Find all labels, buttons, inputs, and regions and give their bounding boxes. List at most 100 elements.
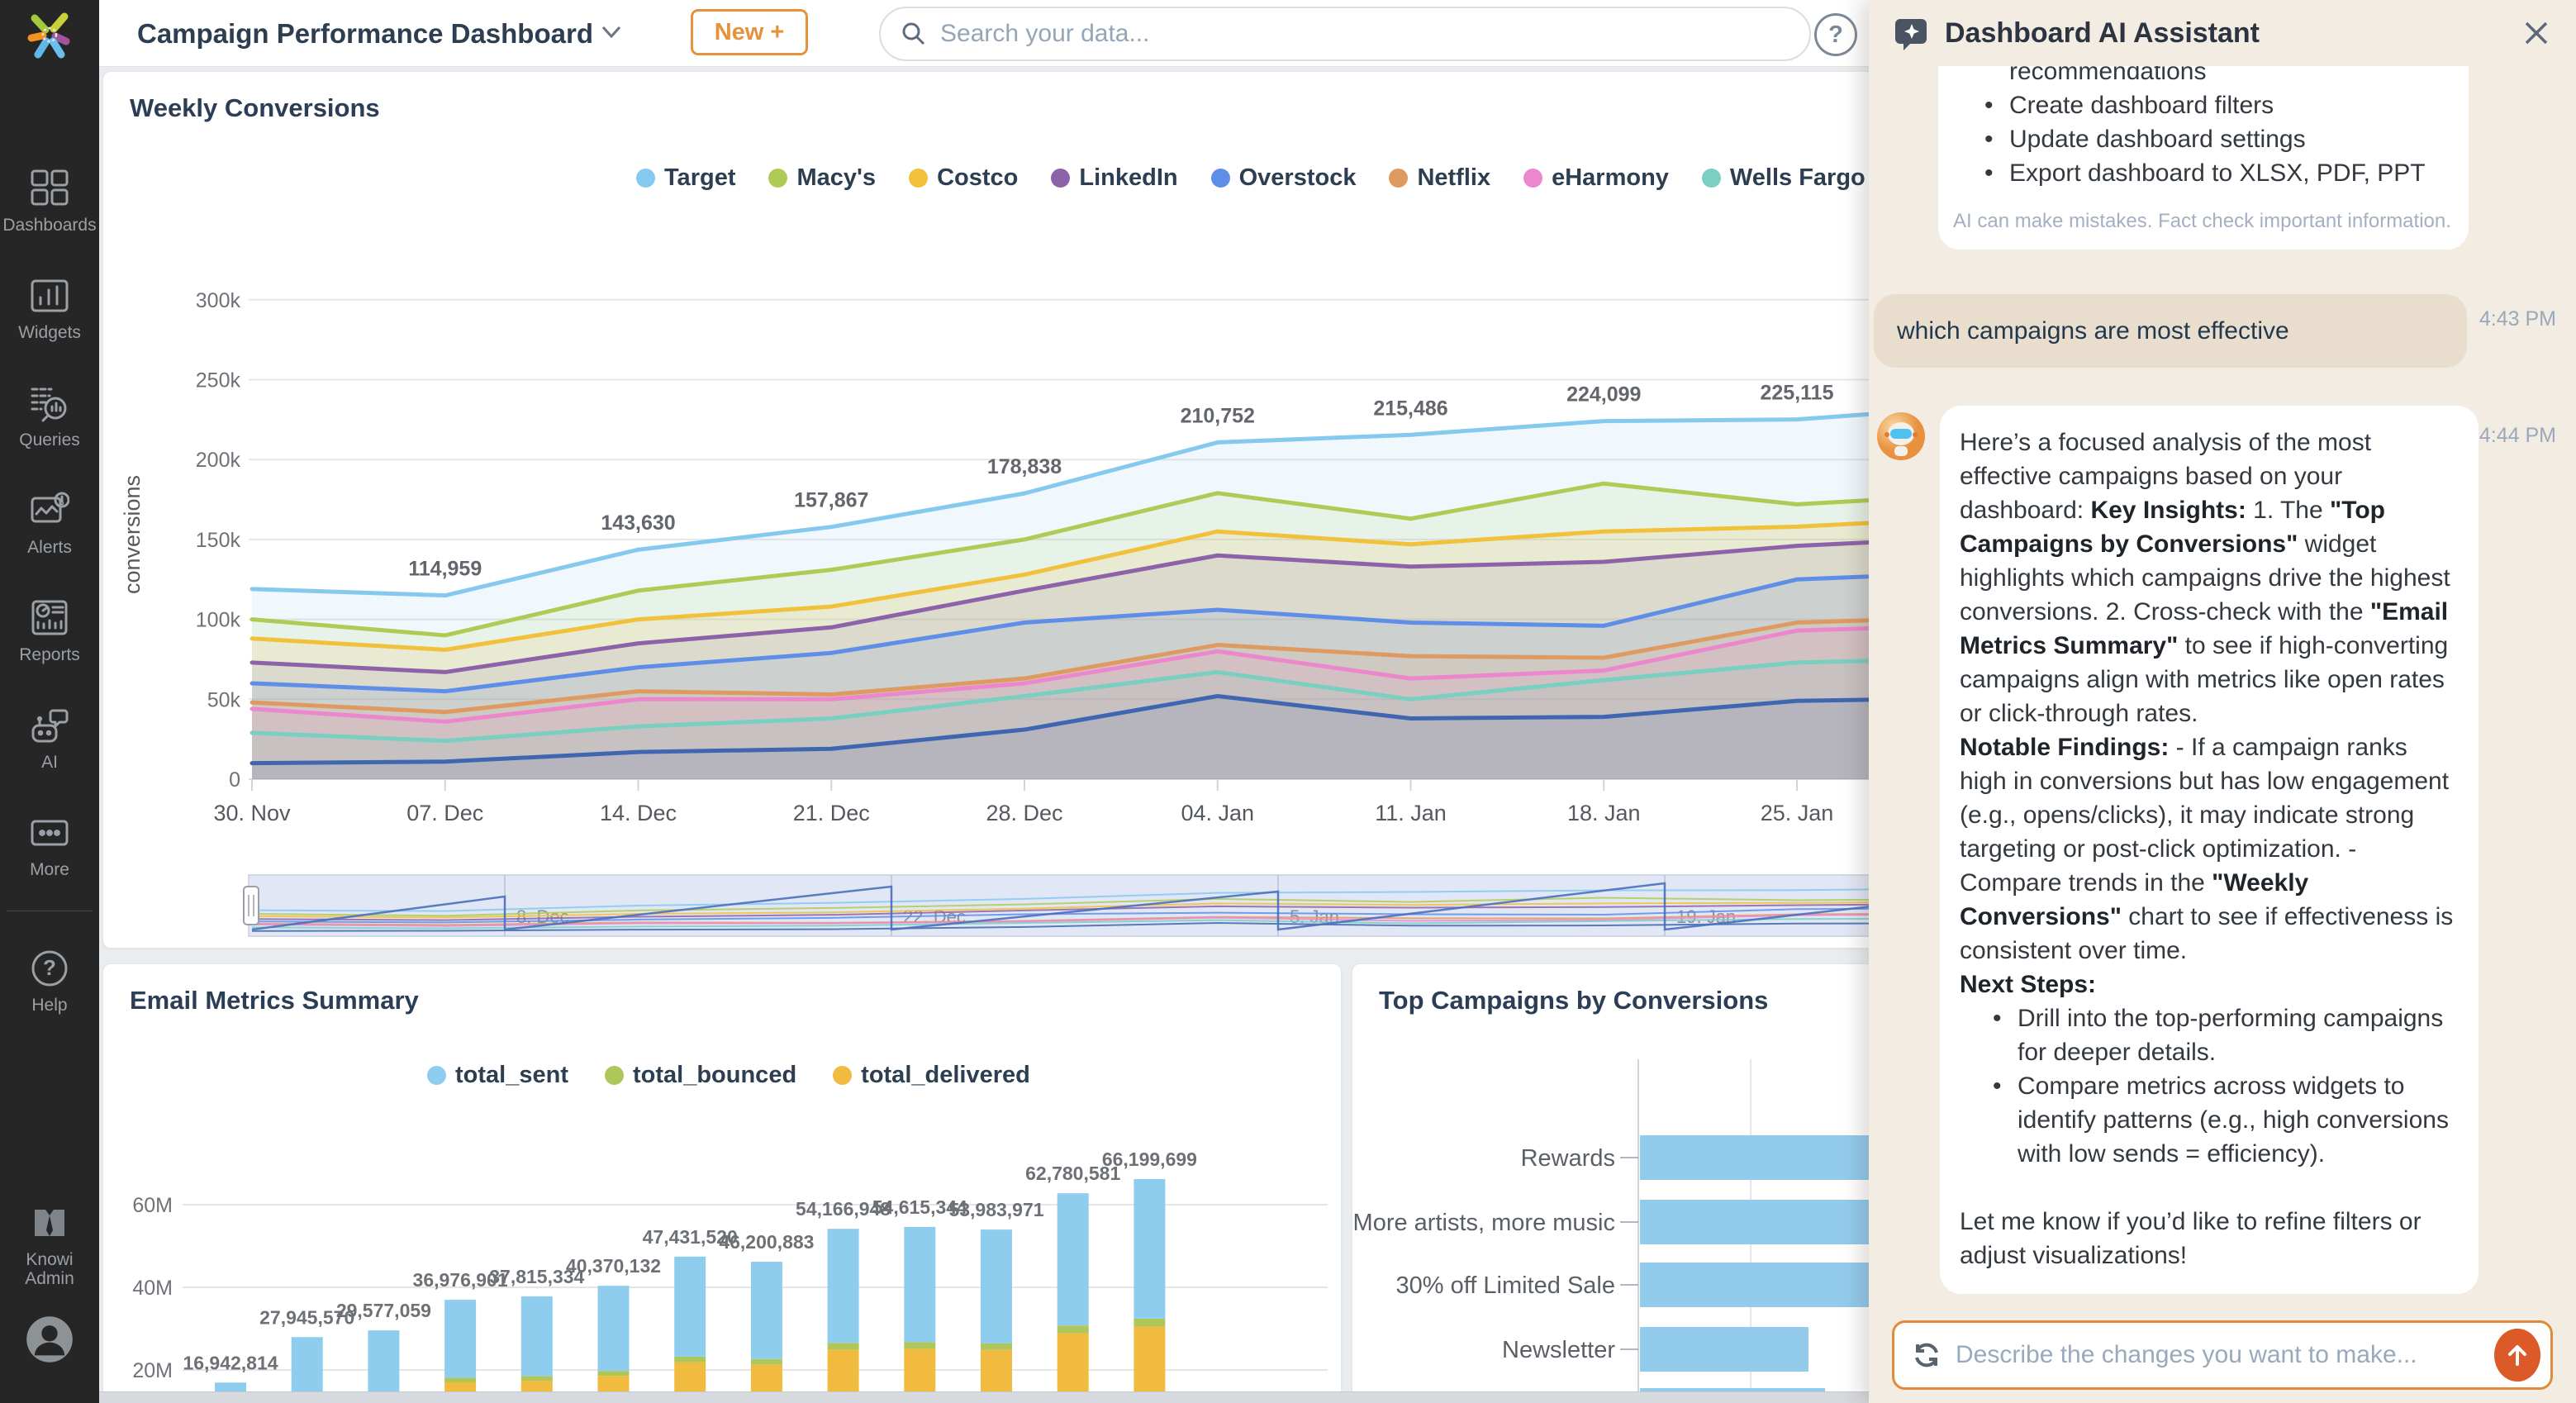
svg-text:0: 0 [229, 768, 240, 792]
email-bar[interactable]: 54,166,948 [796, 1198, 891, 1403]
timestamp: 4:43 PM [2479, 307, 2556, 331]
search-icon [901, 21, 927, 47]
legend-item[interactable]: LinkedIn [1051, 164, 1177, 192]
ai-panel-title: Dashboard AI Assistant [1945, 17, 2260, 50]
close-icon[interactable] [2520, 17, 2553, 50]
top-campaigns-widget[interactable]: Top Campaigns by Conversions RewardsMore… [1352, 963, 1869, 1403]
legend-item[interactable]: total_bounced [605, 1062, 796, 1089]
sidebar-item-alerts[interactable]: Alerts [0, 491, 99, 557]
legend-item[interactable]: Overstock [1211, 164, 1357, 192]
user-avatar-icon [26, 1315, 74, 1363]
campaign-bar[interactable] [1640, 1135, 1869, 1180]
search-placeholder: Search your data... [940, 20, 1149, 48]
email-bar[interactable]: 46,200,883 [719, 1231, 814, 1403]
message-paragraph: Here’s a focused analysis of the most ef… [1960, 426, 2459, 730]
svg-text:?: ? [43, 955, 56, 980]
user-avatar[interactable] [0, 1315, 99, 1363]
top-campaigns-chart[interactable]: RewardsMore artists, more music30% off L… [1352, 964, 1869, 1403]
email-metrics-widget[interactable]: Email Metrics Summary total_senttotal_bo… [102, 963, 1342, 1403]
new-button[interactable]: New + [691, 9, 808, 55]
help-icon[interactable]: ? [1814, 13, 1857, 56]
message-paragraph: Notable Findings: - If a campaign ranks … [1960, 730, 2459, 968]
sidebar-item-help[interactable]: ?Help [0, 949, 99, 1015]
message-bullets: Drill into the top-performing campaigns … [1960, 1001, 2459, 1171]
sidebar-item-reports[interactable]: Reports [0, 598, 99, 664]
weekly-conversions-widget[interactable]: Weekly Conversions Target Macy's Costco Lin… [102, 71, 1869, 949]
svg-text:157,867: 157,867 [794, 489, 868, 512]
legend-swatch [1702, 169, 1721, 188]
horizontal-scrollbar[interactable] [99, 1391, 1869, 1403]
assistant-message: Here’s a focused analysis of the most ef… [1869, 406, 2576, 1294]
knowi-logo-icon[interactable] [23, 8, 76, 61]
email-bar[interactable]: 29,577,059 [336, 1300, 431, 1403]
campaign-bar[interactable] [1640, 1327, 1808, 1372]
svg-text:Rewards: Rewards [1521, 1145, 1615, 1172]
svg-text:250k: 250k [196, 369, 241, 392]
send-button[interactable] [2494, 1329, 2540, 1382]
svg-text:60M: 60M [132, 1194, 173, 1217]
chat-messages[interactable]: recommendations Create dashboard filters… [1869, 66, 2576, 1304]
sidebar-item-more[interactable]: More [0, 813, 99, 879]
sidebar-item-admin[interactable]: KnowiAdmin [0, 1203, 99, 1288]
refresh-icon[interactable] [1911, 1339, 1942, 1371]
svg-text:210,752: 210,752 [1181, 404, 1255, 427]
legend-item[interactable]: total_delivered [833, 1062, 1030, 1089]
navigator-handle[interactable] [244, 887, 259, 925]
message-bullets: Create dashboard filtersUpdate dashboard… [1953, 88, 2454, 190]
legend-swatch [1051, 169, 1070, 188]
legend-swatch [833, 1066, 852, 1085]
widget-title: Weekly Conversions [130, 93, 380, 123]
search-input[interactable]: Search your data... [879, 7, 1811, 61]
app-root: Dashboards Widgets Queries Alerts Reports AI M… [0, 0, 2576, 1403]
email-bar[interactable]: 54,615,344 [872, 1196, 967, 1403]
svg-text:30. Nov: 30. Nov [213, 801, 291, 825]
query-search-icon [30, 383, 69, 423]
legend-swatch [605, 1066, 624, 1085]
svg-text:100k: 100k [196, 609, 241, 632]
ellipsis-icon [30, 813, 69, 853]
svg-text:114,959: 114,959 [408, 558, 482, 581]
sidebar-item-queries[interactable]: Queries [0, 383, 99, 449]
email-bar[interactable]: 36,976,901 [413, 1269, 508, 1403]
chat-input-placeholder: Describe the changes you want to make... [1956, 1341, 2481, 1369]
email-bar[interactable]: 53,983,971 [948, 1199, 1043, 1403]
sidebar-item-ai[interactable]: AI [0, 706, 99, 772]
svg-text:21. Dec: 21. Dec [793, 801, 870, 825]
ai-disclaimer: AI can make mistakes. Fact check importa… [1953, 210, 2454, 233]
legend-item[interactable]: Costco [909, 164, 1018, 192]
legend-swatch [1211, 169, 1230, 188]
legend-item[interactable]: total_sent [427, 1062, 568, 1089]
admin-tie-icon [30, 1203, 69, 1243]
chat-input[interactable]: Describe the changes you want to make... [1892, 1320, 2553, 1390]
svg-text:29,577,059: 29,577,059 [336, 1300, 431, 1321]
dashboard-title[interactable]: Campaign Performance Dashboard [137, 18, 593, 50]
email-legend: total_sent total_bounced total_delivered [427, 1062, 1030, 1089]
svg-text:20M: 20M [132, 1359, 173, 1382]
ai-assistant-panel: Dashboard AI Assistant recommendations C… [1869, 0, 2576, 1403]
email-bar[interactable]: 37,815,334 [489, 1266, 584, 1403]
legend-item[interactable]: Wells Fargo [1702, 164, 1865, 192]
svg-text:66,199,699: 66,199,699 [1102, 1149, 1197, 1170]
sidebar-item-widgets[interactable]: Widgets [0, 276, 99, 342]
email-bar[interactable]: 66,199,699 [1102, 1149, 1197, 1403]
chevron-down-icon[interactable] [600, 23, 623, 41]
legend-item[interactable]: Netflix [1389, 164, 1490, 192]
svg-text:150k: 150k [196, 529, 241, 552]
legend-item[interactable]: Target [636, 164, 735, 192]
email-metrics-chart[interactable]: 20M40M60M16,942,81427,945,57029,577,0593… [103, 964, 1341, 1403]
svg-text:18. Jan: 18. Jan [1567, 801, 1641, 825]
svg-text:46,200,883: 46,200,883 [719, 1231, 814, 1253]
campaign-bar[interactable] [1640, 1200, 1869, 1244]
weekly-conversions-chart[interactable]: 050k100k150k200k250k300k114,959143,63015… [103, 72, 1869, 948]
sidebar-item-dashboards[interactable]: Dashboards [0, 169, 99, 235]
svg-text:25. Jan: 25. Jan [1761, 801, 1834, 825]
timestamp: 4:44 PM [2479, 424, 2556, 448]
campaign-bar[interactable] [1640, 1263, 1869, 1307]
assistant-sparkle-icon [1892, 14, 1930, 52]
svg-text:07. Dec: 07. Dec [406, 801, 483, 825]
legend-swatch [1523, 169, 1542, 188]
legend-item[interactable]: eHarmony [1523, 164, 1669, 192]
arrow-up-icon [2503, 1341, 2531, 1369]
legend-item[interactable]: Macy's [768, 164, 876, 192]
help-icon: ? [30, 949, 69, 988]
